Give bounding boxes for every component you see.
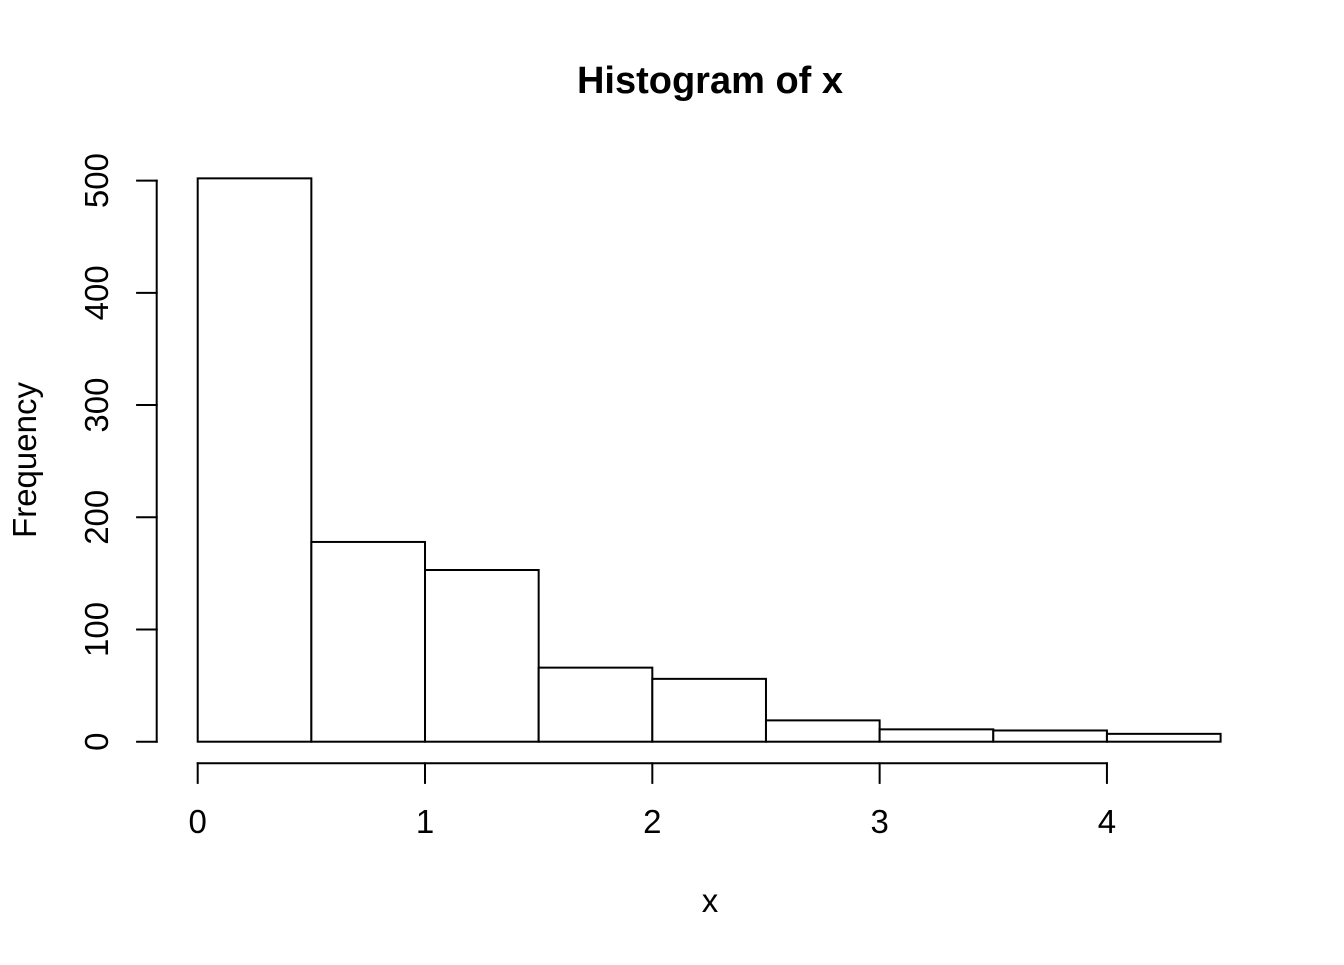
y-tick-label: 0 <box>78 733 115 751</box>
x-tick-label: 0 <box>189 803 207 840</box>
x-tick-label: 4 <box>1098 803 1116 840</box>
x-tick-label: 2 <box>643 803 661 840</box>
histogram-bar <box>537 666 654 743</box>
y-axis-label: Frequency <box>6 382 43 538</box>
y-tick-label: 500 <box>78 153 115 208</box>
histogram-bar <box>1105 732 1222 743</box>
histogram-bars <box>196 177 1222 743</box>
histogram-bar <box>764 719 881 743</box>
histogram-bar <box>196 177 313 743</box>
y-tick-label: 100 <box>78 602 115 657</box>
x-tick-label: 3 <box>870 803 888 840</box>
y-axis: 0 100 200 300 400 500 <box>78 153 158 751</box>
histogram-bar <box>651 677 767 743</box>
histogram-bar <box>424 569 540 743</box>
x-tick-label: 1 <box>416 803 434 840</box>
x-axis-label: x <box>702 882 719 919</box>
histogram-bar <box>878 728 995 743</box>
y-tick-label: 400 <box>78 265 115 320</box>
y-tick-label: 200 <box>78 490 115 545</box>
x-axis: 0 1 2 3 4 <box>189 762 1116 840</box>
histogram-bar <box>992 729 1108 743</box>
histogram-bar <box>310 540 427 743</box>
y-tick-label: 300 <box>78 378 115 433</box>
chart-title: Histogram of x <box>577 60 843 102</box>
